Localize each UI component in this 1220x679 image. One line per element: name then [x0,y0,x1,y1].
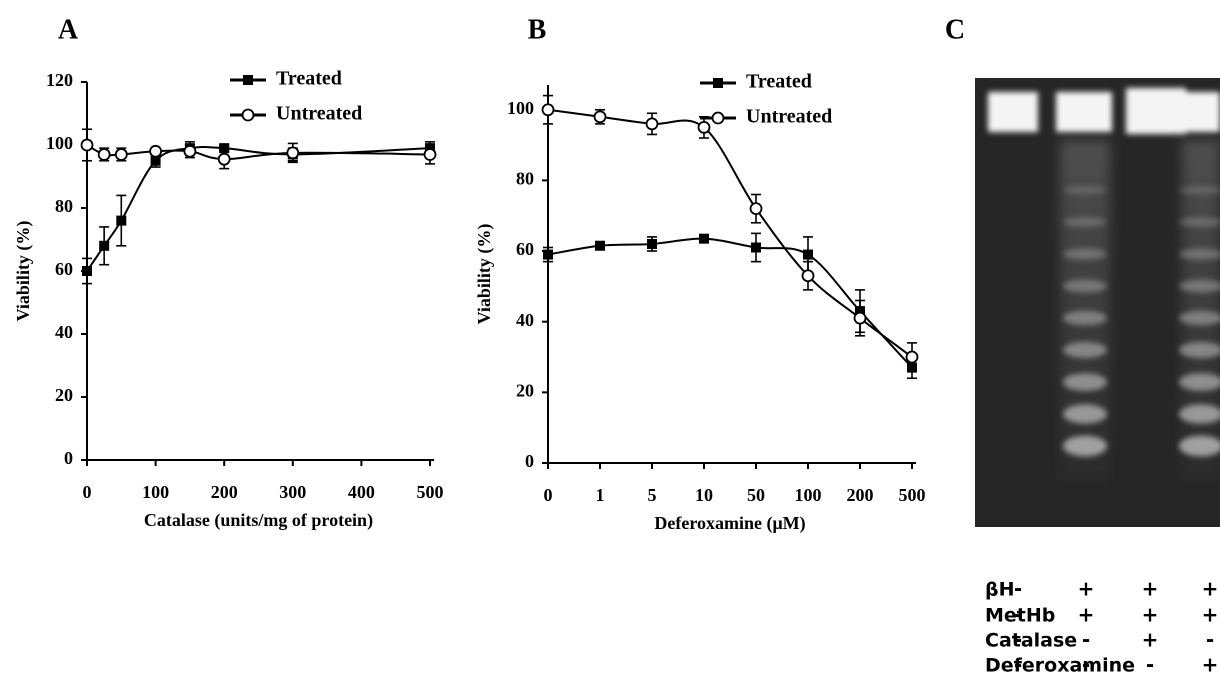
condition-sign: + [1078,577,1095,601]
marker [82,140,93,151]
panel-label: C [945,14,965,45]
marker [243,110,254,121]
legend-label: Untreated [276,103,362,125]
y-tick-label: 100 [46,133,73,153]
y-tick-label: 80 [55,196,73,216]
condition-sign: - [1014,628,1022,652]
marker [543,104,554,115]
condition-sign: - [1206,628,1214,652]
marker [287,147,298,158]
marker [803,270,814,281]
x-tick-label: 100 [795,485,822,505]
marker [699,234,709,244]
condition-sign: + [1202,577,1219,601]
x-tick-label: 300 [279,482,306,502]
y-tick-label: 120 [46,70,73,90]
condition-sign: - [1146,653,1154,677]
y-tick-label: 60 [55,259,73,279]
condition-label: Deferoxamine [985,655,1135,677]
legend-label: Treated [276,68,342,90]
y-tick-label: 20 [516,380,534,400]
condition-sign: + [1202,603,1219,627]
marker [595,241,605,251]
y-tick-label: 40 [55,322,73,342]
y-tick-label: 60 [516,239,534,259]
marker [184,146,195,157]
condition-sign: + [1142,577,1159,601]
series-line [548,239,912,368]
condition-sign: - [1082,653,1090,677]
condition-label: Catalase [985,630,1077,652]
marker [150,146,161,157]
gel-image [975,78,1220,527]
gel-band [1063,280,1107,293]
gel-band [1063,404,1107,423]
gel-band [1063,436,1107,457]
x-tick-label: 200 [847,485,874,505]
marker [751,243,761,253]
figure: A B C 0204060801001200100200300400500Cat… [0,0,1220,679]
x-tick-label: 200 [211,482,238,502]
marker [855,313,866,324]
panel-label: B [528,14,547,45]
marker [699,122,710,133]
marker [425,149,436,160]
marker [907,352,918,363]
condition-sign: - [1014,577,1022,601]
panel-label: A [58,14,79,45]
x-tick-label: 100 [142,482,169,502]
marker [543,250,553,260]
condition-label: βH [985,579,1015,601]
x-tick-label: 500 [417,482,444,502]
y-tick-label: 80 [516,169,534,189]
condition-sign: - [1082,628,1090,652]
y-axis-title: Viability (%) [13,221,34,322]
x-tick-label: 10 [695,485,713,505]
y-tick-label: 0 [525,451,534,471]
marker [751,203,762,214]
y-tick-label: 0 [64,448,73,468]
y-tick-label: 20 [55,385,73,405]
gel-band [1063,217,1107,227]
marker [713,78,723,88]
condition-sign: + [1142,603,1159,627]
gel-band [1063,186,1107,194]
x-tick-label: 500 [899,485,926,505]
y-tick-label: 40 [516,310,534,330]
legend-label: Treated [746,71,812,93]
marker [713,113,724,124]
gel-band [1063,373,1107,391]
legend-label: Untreated [746,106,832,128]
marker [116,149,127,160]
condition-sign: - [1014,653,1022,677]
marker [243,75,253,85]
x-tick-label: 0 [544,485,553,505]
x-tick-label: 400 [348,482,375,502]
marker [82,266,92,276]
marker [219,154,230,165]
condition-sign: - [1014,603,1022,627]
x-axis-title: Deferoxamine (μM) [654,513,805,534]
x-tick-label: 5 [648,485,657,505]
marker [595,111,606,122]
x-tick-label: 50 [747,485,765,505]
series-line [87,147,430,271]
gel-band [1063,248,1107,259]
x-tick-label: 0 [83,482,92,502]
condition-sign: + [1078,603,1095,627]
condition-sign: + [1202,653,1219,677]
marker [116,216,126,226]
marker [803,250,813,260]
marker [99,241,109,251]
y-tick-label: 100 [507,98,534,118]
gel-band [1063,311,1107,325]
marker [647,118,658,129]
y-axis-title: Viability (%) [474,224,495,325]
gel-band [1063,342,1107,358]
x-tick-label: 1 [596,485,605,505]
marker [647,239,657,249]
condition-sign: + [1142,628,1159,652]
marker [99,149,110,160]
x-axis-title: Catalase (units/mg of protein) [144,510,373,531]
